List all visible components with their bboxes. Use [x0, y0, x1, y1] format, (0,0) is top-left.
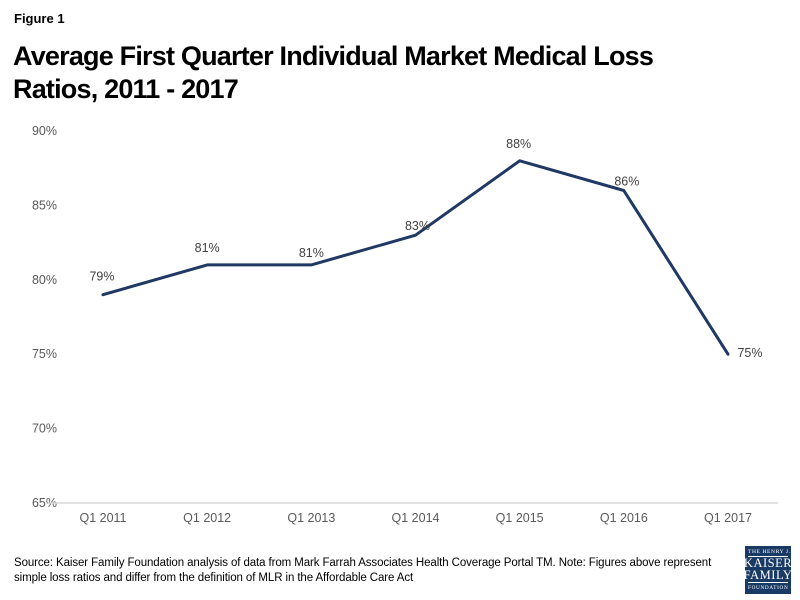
y-tick-label: 85% [32, 198, 57, 212]
data-point-label: 83% [405, 219, 430, 233]
kff-logo: THE HENRY J. KAISER FAMILY FOUNDATION [743, 546, 793, 594]
data-point-label: 79% [89, 270, 114, 284]
x-tick-label: Q1 2013 [287, 511, 335, 525]
x-tick-label: Q1 2012 [183, 511, 231, 525]
kff-logo-line3: FAMILY [743, 568, 793, 583]
page-title-line2: Ratios, 2011 - 2017 [13, 74, 239, 104]
x-tick-label: Q1 2015 [496, 511, 544, 525]
line-chart: 90% 85% 80% 75% 70% 65% Q1 2011 Q1 2012 Q1 2013 Q… [0, 118, 800, 538]
data-point-label: 86% [614, 175, 639, 189]
source-note: Source: Kaiser Family Foundation analysi… [14, 556, 724, 586]
x-tick-label: Q1 2014 [392, 511, 440, 525]
kff-logo-line2: KAISER [743, 555, 793, 570]
page-title-line1: Average First Quarter Individual Market … [13, 41, 654, 71]
x-tick-label: Q1 2011 [79, 511, 126, 525]
y-tick-label: 90% [32, 124, 57, 138]
data-line [101, 159, 730, 356]
data-point-label: 81% [299, 246, 324, 260]
chart-svg: 90% 85% 80% 75% 70% 65% Q1 2011 Q1 2012 Q1 2013 Q… [32, 124, 778, 525]
y-tick-label: 65% [32, 496, 57, 510]
figure-label: Figure 1 [14, 11, 65, 26]
data-point-label: 75% [737, 346, 762, 360]
source-note-line2: represent simple loss ratios and differ … [14, 557, 712, 584]
page-title: Average First Quarter Individual Market … [13, 40, 733, 106]
y-tick-label: 75% [32, 347, 57, 361]
data-point-label: 81% [195, 241, 220, 255]
kff-logo-line4: FOUNDATION [748, 582, 788, 591]
x-tick-label: Q1 2017 [704, 511, 752, 525]
source-note-line1: Source: Kaiser Family Foundation analysi… [14, 557, 661, 569]
data-point-label: 88% [506, 137, 531, 151]
x-tick-label: Q1 2016 [600, 511, 648, 525]
kff-logo-line1: THE HENRY J. [748, 549, 791, 557]
y-tick-label: 80% [32, 273, 57, 287]
y-tick-label: 70% [32, 422, 57, 436]
